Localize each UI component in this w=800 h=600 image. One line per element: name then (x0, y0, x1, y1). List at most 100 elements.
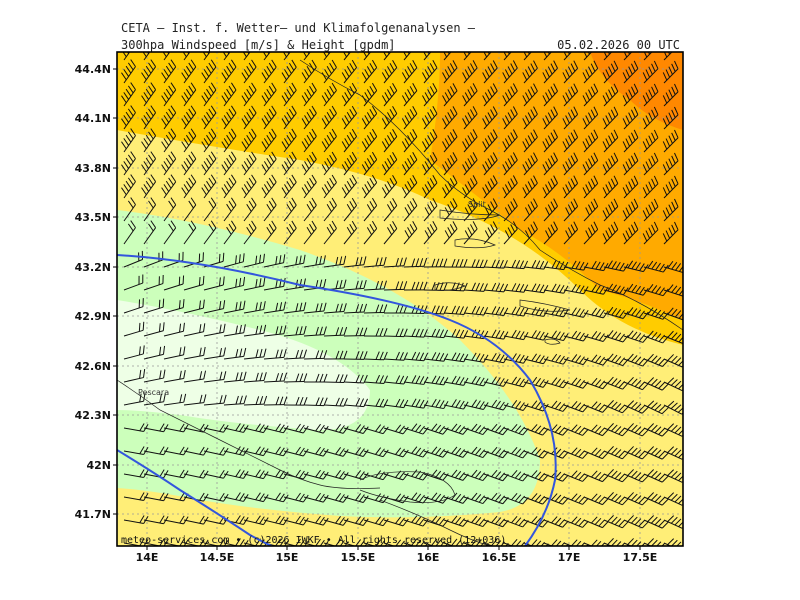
wind-barb (243, 197, 257, 222)
wind-barb (543, 516, 569, 528)
windspeed-shading (117, 52, 683, 546)
wind-barb (281, 151, 297, 176)
wind-barb (623, 515, 649, 529)
lon-label: 15.5E (341, 551, 376, 564)
wind-barb (343, 424, 369, 434)
wind-barb (343, 516, 369, 526)
wind-barb (301, 59, 317, 84)
wind-barb (201, 59, 217, 84)
wind-barb (582, 106, 599, 130)
wind-barb (503, 259, 529, 270)
wind-barb (383, 424, 409, 435)
wind-barb (503, 376, 529, 388)
wind-barb (381, 128, 398, 153)
wind-barb (642, 175, 659, 199)
wind-barb (482, 106, 498, 130)
wind-barb (542, 175, 558, 199)
wind-barb (603, 515, 629, 529)
wind-barb (303, 302, 327, 314)
wind-barb (602, 198, 619, 222)
wind-barb (261, 59, 277, 84)
wind-barb (163, 346, 186, 360)
wind-barb (163, 393, 187, 406)
wind-barb (643, 284, 669, 297)
wind-barb (263, 396, 288, 406)
wind-barb (503, 400, 529, 411)
wind-barb (181, 105, 197, 130)
wind-barb (363, 197, 378, 222)
wind-barb (241, 82, 257, 107)
wind-barb (243, 423, 269, 434)
wind-barb (462, 129, 478, 153)
wind-barb (221, 174, 237, 199)
wind-barb (602, 83, 619, 107)
wind-barb (562, 129, 579, 153)
wind-barb (223, 469, 249, 479)
wind-barb (563, 330, 589, 342)
wind-barb (663, 492, 683, 506)
wind-barb (141, 59, 157, 84)
wind-barb (643, 469, 669, 483)
wind-barb (221, 128, 237, 153)
lon-label: 14E (136, 551, 159, 564)
wind-barb (462, 60, 478, 84)
wind-barb (123, 345, 145, 360)
wind-barb (443, 352, 469, 363)
wind-barb (261, 151, 277, 176)
wind-barb (623, 469, 649, 483)
wind-barb (662, 83, 679, 107)
wind-barb (663, 284, 683, 297)
wind-barb (303, 446, 329, 457)
wind-barb (321, 105, 337, 130)
wind-barb (403, 515, 429, 527)
wind-barb (203, 394, 227, 406)
wind-barb (341, 128, 358, 153)
wind-barb (341, 105, 358, 130)
wind-barb (201, 151, 217, 176)
wind-barb (243, 301, 266, 314)
wind-barb (643, 377, 669, 391)
wind-barb (642, 129, 659, 153)
wind-barb (301, 82, 317, 107)
wind-barb (323, 493, 349, 503)
wind-barb (662, 221, 679, 245)
wind-barb (663, 260, 683, 274)
wind-barb (203, 197, 217, 222)
wind-barb (383, 375, 409, 385)
wind-barb (543, 377, 569, 389)
wind-barb (403, 375, 429, 385)
wind-barb (121, 82, 136, 107)
wind-barb (123, 220, 136, 245)
wind-barb (642, 152, 659, 176)
wind-barb (643, 492, 669, 506)
wind-barb (643, 400, 669, 415)
wind-barb (303, 397, 328, 407)
wind-barb (543, 470, 569, 482)
wind-barb (543, 221, 558, 245)
wind-barb (263, 515, 289, 526)
wind-barb (143, 393, 166, 406)
wind-barb (522, 129, 538, 153)
coastlines (117, 59, 683, 546)
island-a (439, 209, 501, 220)
wind-barb (201, 128, 217, 153)
wind-barb (183, 394, 207, 406)
wind-barb (383, 447, 409, 458)
wind-barb (563, 447, 589, 459)
wind-barb (221, 59, 237, 84)
wind-barb (562, 60, 579, 84)
wind-barb (323, 374, 348, 383)
island-c (519, 299, 571, 312)
wind-barb (263, 348, 287, 360)
wind-barb (423, 198, 438, 222)
wind-barb (642, 221, 659, 245)
latitude-axis: 44.4N 44.1N 43.8N 43.5N 43.2N 42.9N 42.6N 42.3N… (75, 63, 117, 521)
wind-barb (183, 220, 197, 245)
wind-barb (383, 516, 409, 527)
lat-label: 42.6N (75, 360, 111, 373)
city-markers: Split Pescara (138, 200, 486, 397)
wind-barb (241, 105, 257, 130)
wind-barb (463, 305, 489, 316)
wind-barb (523, 330, 549, 341)
wind-barb (203, 300, 226, 314)
